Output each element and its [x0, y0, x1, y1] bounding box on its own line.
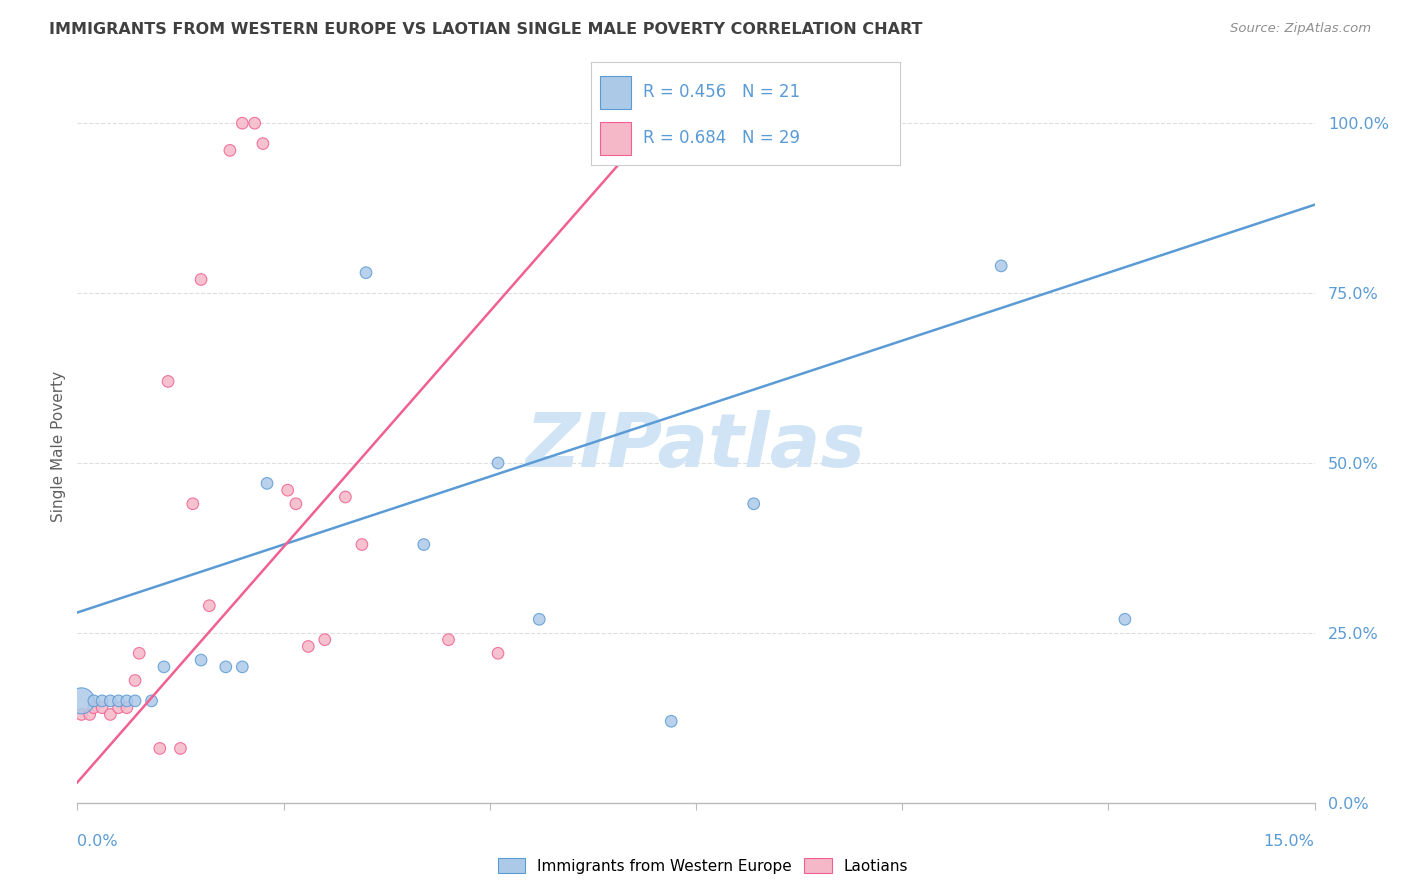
Point [231, 116, 253, 130]
Point [190, 653, 212, 667]
Point [70, 694, 93, 708]
Point [190, 272, 212, 286]
Point [252, 136, 274, 151]
Bar [600, 122, 631, 155]
Point [335, 490, 357, 504]
Point [91, 700, 114, 714]
Text: 15.0%: 15.0% [1264, 834, 1315, 849]
Point [98, 707, 121, 722]
Legend: Immigrants from Western Europe, Laotians: Immigrants from Western Europe, Laotians [492, 852, 914, 880]
Point [297, 640, 319, 654]
Point [231, 660, 253, 674]
Point [659, 714, 682, 729]
Point [124, 694, 146, 708]
Point [124, 673, 146, 688]
Point [157, 375, 180, 389]
Text: 0.0%: 0.0% [77, 834, 118, 849]
Point [83, 694, 105, 708]
Point [1114, 612, 1136, 626]
Point [529, 612, 551, 626]
Point [115, 694, 138, 708]
Point [98, 694, 121, 708]
Bar [600, 76, 631, 109]
Text: IMMIGRANTS FROM WESTERN EUROPE VS LAOTIAN SINGLE MALE POVERTY CORRELATION CHART: IMMIGRANTS FROM WESTERN EUROPE VS LAOTIA… [49, 22, 922, 37]
Text: R = 0.684   N = 29: R = 0.684 N = 29 [643, 129, 800, 147]
Point [990, 259, 1012, 273]
Point [354, 266, 377, 280]
Y-axis label: Single Male Poverty: Single Male Poverty [51, 370, 66, 522]
Point [181, 497, 204, 511]
Point [314, 632, 336, 647]
Point [107, 694, 129, 708]
Point [350, 537, 373, 551]
Point [219, 144, 242, 158]
Point [128, 646, 150, 660]
Text: R = 0.456   N = 21: R = 0.456 N = 21 [643, 83, 800, 101]
Point [256, 476, 278, 491]
Point [70, 707, 93, 722]
Point [141, 694, 163, 708]
Point [107, 700, 129, 714]
Point [215, 660, 238, 674]
Point [79, 707, 101, 722]
Point [153, 660, 176, 674]
Point [486, 646, 509, 660]
Point [149, 741, 172, 756]
Point [602, 144, 624, 158]
Point [169, 741, 191, 756]
Text: ZIPatlas: ZIPatlas [526, 409, 866, 483]
Point [277, 483, 299, 498]
Point [412, 537, 434, 551]
Point [243, 116, 266, 130]
Text: Source: ZipAtlas.com: Source: ZipAtlas.com [1230, 22, 1371, 36]
Point [284, 497, 307, 511]
Point [91, 694, 114, 708]
Point [644, 116, 666, 130]
Point [437, 632, 460, 647]
Point [742, 497, 765, 511]
Point [198, 599, 221, 613]
Point [115, 700, 138, 714]
Point [486, 456, 509, 470]
Point [83, 700, 105, 714]
